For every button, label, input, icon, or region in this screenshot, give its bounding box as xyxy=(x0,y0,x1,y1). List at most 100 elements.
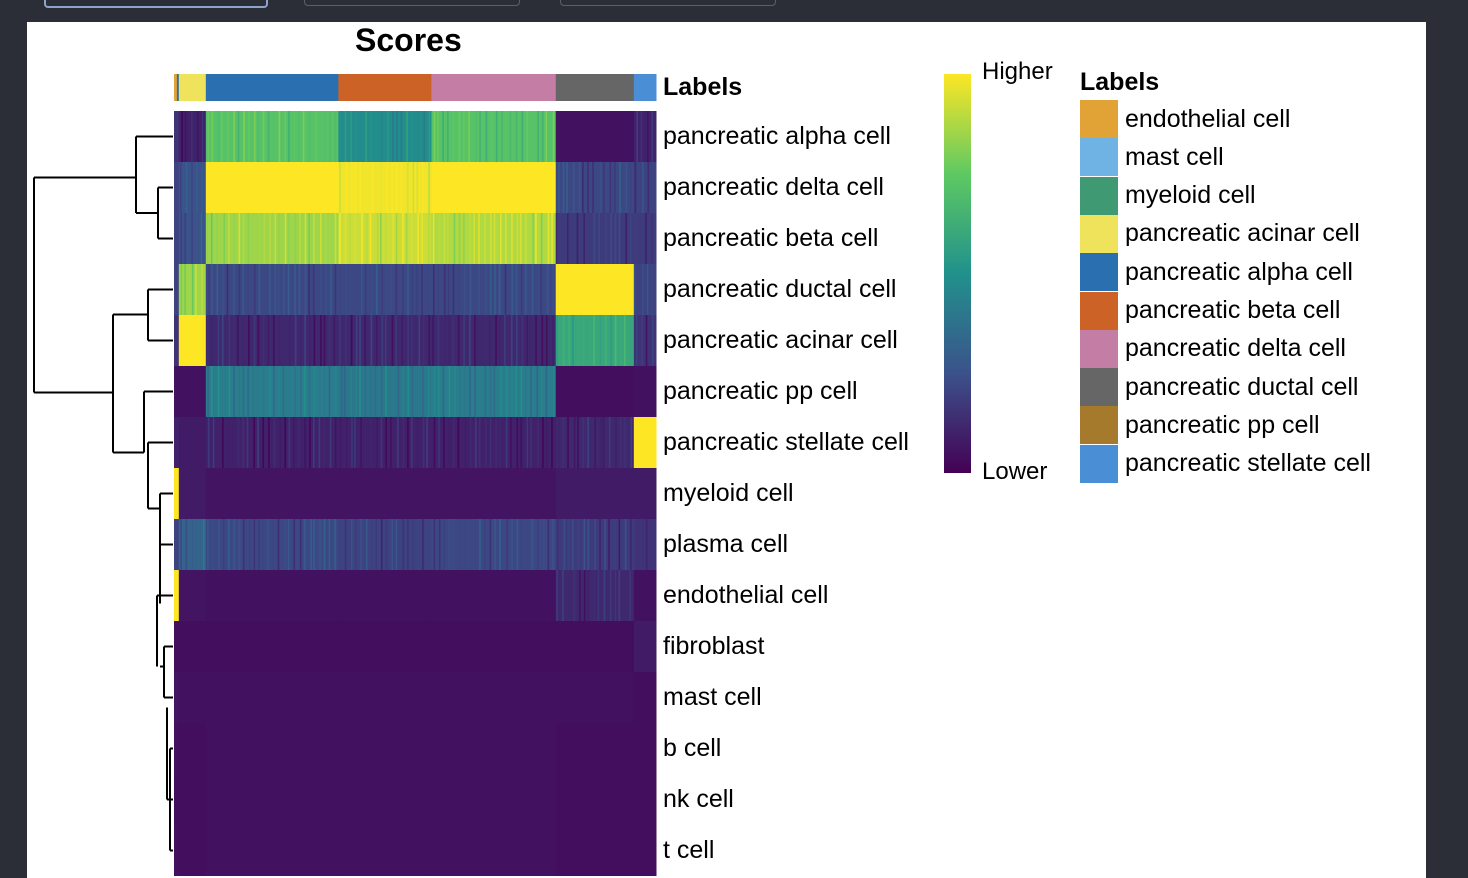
tab-2[interactable] xyxy=(304,0,520,6)
heatmap-stripe xyxy=(642,264,644,315)
heatmap-stripe xyxy=(464,417,467,468)
heatmap-stripe xyxy=(350,162,353,213)
heatmap-stripe xyxy=(375,111,378,162)
heatmap-stripe xyxy=(272,519,274,570)
heatmap-stripe xyxy=(391,366,394,417)
heatmap-stripe xyxy=(284,213,287,264)
heatmap-stripe xyxy=(505,417,508,468)
heatmap-stripe xyxy=(343,366,346,417)
heatmap-stripe xyxy=(510,315,513,366)
heatmap-cell xyxy=(338,417,432,468)
heatmap-cell xyxy=(431,621,557,672)
heatmap-stripe xyxy=(444,315,446,366)
heatmap-stripe xyxy=(433,417,436,468)
heatmap-stripe xyxy=(458,111,461,162)
heatmap-stripe xyxy=(602,162,605,213)
heatmap-stripe xyxy=(344,213,347,264)
heatmap-cell xyxy=(205,570,339,621)
heatmap-stripe xyxy=(547,519,550,570)
heatmap-stripe xyxy=(380,162,382,213)
heatmap-stripe xyxy=(334,264,337,315)
legend-label: mast cell xyxy=(1125,142,1224,171)
heatmap-stripe xyxy=(553,366,555,417)
heatmap-stripe xyxy=(446,111,449,162)
heatmap-cell xyxy=(633,417,657,468)
heatmap-stripe xyxy=(246,417,249,468)
heatmap-stripe xyxy=(556,315,558,366)
heatmap-stripe xyxy=(488,315,491,366)
heatmap-stripe xyxy=(226,264,229,315)
heatmap-stripe xyxy=(422,417,425,468)
heatmap-stripe xyxy=(385,417,387,468)
heatmap-stripe xyxy=(354,264,357,315)
heatmap-stripe xyxy=(520,519,522,570)
heatmap-cell xyxy=(431,672,557,723)
heatmap-stripe xyxy=(329,213,331,264)
heatmap-stripe xyxy=(447,264,450,315)
heatmap-stripe xyxy=(540,264,542,315)
heatmap-cell xyxy=(431,162,557,213)
heatmap-stripe xyxy=(304,264,307,315)
heatmap-stripe xyxy=(324,213,327,264)
heatmap-stripe xyxy=(330,264,332,315)
heatmap-cell xyxy=(633,468,657,519)
tab-1[interactable] xyxy=(44,0,268,8)
heatmap-stripe xyxy=(253,315,256,366)
heatmap-cell xyxy=(176,213,180,264)
heatmap-stripe xyxy=(191,264,194,315)
heatmap-cell xyxy=(174,468,178,519)
heatmap-stripe xyxy=(200,213,203,264)
heatmap-stripe xyxy=(191,519,194,570)
heatmap-stripe xyxy=(411,264,414,315)
heatmap-stripe xyxy=(185,162,188,213)
heatmap-stripe xyxy=(495,417,497,468)
heatmap-stripe xyxy=(592,162,594,213)
heatmap-stripe xyxy=(499,315,501,366)
heatmap-stripe xyxy=(624,519,627,570)
heatmap-stripe xyxy=(353,417,356,468)
heatmap-cell xyxy=(633,315,657,366)
heatmap-stripe xyxy=(334,213,337,264)
heatmap-stripe xyxy=(457,315,460,366)
heatmap-stripe xyxy=(390,264,393,315)
heatmap-stripe xyxy=(433,264,435,315)
heatmap-stripe xyxy=(610,213,612,264)
heatmap-stripe xyxy=(400,111,403,162)
heatmap-stripe xyxy=(254,111,256,162)
heatmap-stripe xyxy=(284,519,286,570)
heatmap-stripe xyxy=(478,264,480,315)
heatmap-stripe xyxy=(228,315,231,366)
tab-3[interactable] xyxy=(560,0,776,6)
heatmap-stripe xyxy=(469,213,471,264)
heatmap-stripe xyxy=(537,111,539,162)
heatmap-stripe xyxy=(428,111,431,162)
heatmap-stripe xyxy=(345,264,348,315)
heatmap-stripe xyxy=(221,315,224,366)
heatmap-cell xyxy=(431,774,557,825)
heatmap-stripe xyxy=(212,417,215,468)
heatmap-cell xyxy=(205,264,339,315)
heatmap-stripe xyxy=(646,264,649,315)
heatmap-stripe xyxy=(264,264,266,315)
row-label: b cell xyxy=(663,734,722,762)
heatmap-stripe xyxy=(253,417,255,468)
heatmap-stripe xyxy=(392,213,394,264)
heatmap-stripe xyxy=(375,519,377,570)
heatmap-stripe xyxy=(640,519,642,570)
heatmap-cell xyxy=(176,468,180,519)
heatmap-stripe xyxy=(411,111,413,162)
heatmap-stripe xyxy=(319,519,321,570)
heatmap-stripe xyxy=(375,315,378,366)
heatmap-stripe xyxy=(364,264,367,315)
row-label: pancreatic delta cell xyxy=(663,173,884,201)
heatmap-cell xyxy=(431,468,557,519)
heatmap-stripe xyxy=(469,417,472,468)
heatmap-stripe xyxy=(253,519,256,570)
heatmap-cell xyxy=(176,162,180,213)
heatmap-stripe xyxy=(407,417,409,468)
heatmap-stripe xyxy=(184,264,186,315)
heatmap-stripe xyxy=(237,417,240,468)
heatmap-stripe xyxy=(521,315,524,366)
annotation-segment xyxy=(178,74,207,101)
heatmap-stripe xyxy=(546,264,549,315)
